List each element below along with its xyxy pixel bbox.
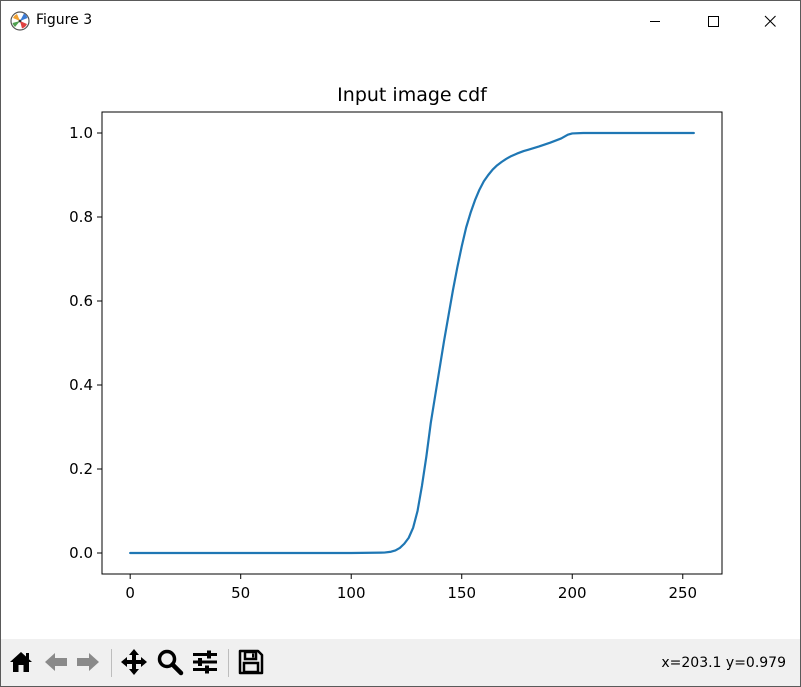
y-tick-label: 0.8 <box>69 208 93 226</box>
navigation-toolbar: x=203.1 y=0.979 <box>1 639 800 686</box>
home-button[interactable] <box>6 647 36 677</box>
y-tick-label: 0.2 <box>69 460 93 478</box>
y-tick-label: 0.6 <box>69 292 93 310</box>
matplotlib-logo-icon <box>10 11 30 31</box>
x-tick-label: 0 <box>125 584 135 602</box>
cursor-coordinates: x=203.1 y=0.979 <box>661 655 786 671</box>
cdf-chart[interactable]: Input image cdf 0 50 100 150 200 250 0.0 0.2 0.4… <box>1 41 800 639</box>
x-tick-label: 50 <box>231 584 250 602</box>
y-tick-label: 1.0 <box>69 124 93 142</box>
back-arrow-icon <box>45 653 67 671</box>
forward-arrow-icon <box>77 653 99 671</box>
back-button[interactable] <box>41 647 71 677</box>
x-tick-label: 100 <box>337 584 366 602</box>
y-tick-label: 0.4 <box>69 376 93 394</box>
minimize-button[interactable] <box>632 1 678 41</box>
save-floppy-icon <box>238 649 264 675</box>
pan-move-icon <box>121 649 147 675</box>
figure-canvas[interactable]: Input image cdf 0 50 100 150 200 250 0.0 0.2 0.4… <box>1 41 800 639</box>
configure-subplots-button[interactable] <box>190 647 220 677</box>
forward-button[interactable] <box>73 647 103 677</box>
toolbar-separator <box>111 649 112 677</box>
title-bar[interactable]: Figure 3 <box>1 1 800 41</box>
chart-title: Input image cdf <box>337 84 488 106</box>
zoom-button[interactable] <box>155 647 185 677</box>
window-title: Figure 3 <box>36 12 93 28</box>
minimize-icon <box>650 21 660 22</box>
maximize-icon <box>708 16 719 27</box>
axes: 0 50 100 150 200 250 0.0 0.2 0.4 0.6 0.8 1.0 <box>69 111 723 602</box>
axes-frame <box>101 111 723 575</box>
toolbar-separator <box>228 649 229 677</box>
x-tick-label: 150 <box>447 584 476 602</box>
y-tick-label: 0.0 <box>69 544 93 562</box>
cdf-series-line <box>129 131 695 555</box>
zoom-magnifier-icon <box>157 649 184 676</box>
save-button[interactable] <box>236 647 266 677</box>
x-tick-label: 200 <box>558 584 587 602</box>
home-icon <box>10 652 32 672</box>
configure-subplots-icon <box>193 650 217 674</box>
close-button[interactable] <box>747 1 793 41</box>
pan-button[interactable] <box>119 647 149 677</box>
x-tick-label: 250 <box>668 584 697 602</box>
close-icon <box>764 15 776 27</box>
maximize-button[interactable] <box>690 1 736 41</box>
